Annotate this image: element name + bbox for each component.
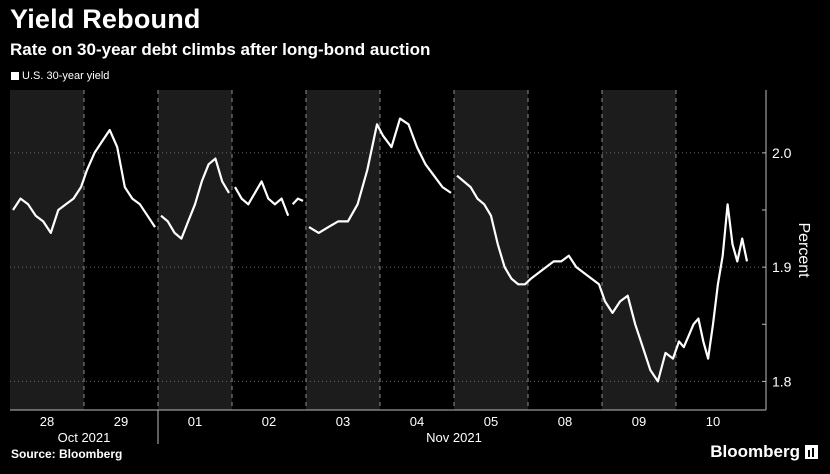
series-line-segment — [291, 197, 304, 206]
x-tick-label-02: 02 — [262, 414, 276, 429]
x-tick-label-29: 29 — [114, 414, 128, 429]
x-tick-label-08: 08 — [558, 414, 572, 429]
y-tick-label: 2.0 — [772, 145, 792, 161]
series-line-segment — [308, 117, 452, 234]
legend-swatch — [11, 72, 19, 80]
y-axis-title: Percent — [795, 222, 812, 278]
source-note: Source: Bloomberg — [11, 447, 123, 461]
y-tick-label: 1.9 — [772, 259, 792, 275]
month-label: Oct 2021 — [58, 430, 111, 445]
brand-logo: Bloomberg — [710, 442, 818, 462]
month-label: Nov 2021 — [426, 430, 482, 445]
legend: U.S. 30-year yield — [11, 70, 109, 82]
x-tick-label-04: 04 — [410, 414, 424, 429]
day-band-28 — [10, 90, 84, 410]
x-tick-label-05: 05 — [484, 414, 498, 429]
legend-label: U.S. 30-year yield — [22, 70, 110, 82]
chart-title: Yield Rebound — [10, 4, 201, 34]
x-tick-label-03: 03 — [336, 414, 350, 429]
y-tick-label: 1.8 — [772, 373, 792, 389]
day-band-05 — [454, 90, 528, 410]
series-line-segment — [160, 157, 230, 240]
brand-name: Bloomberg — [710, 442, 800, 461]
series-line-segment — [12, 128, 156, 234]
x-tick-label-09: 09 — [632, 414, 646, 429]
x-tick-label-28: 28 — [40, 414, 54, 429]
series-line-segment — [456, 174, 749, 383]
chart-subtitle: Rate on 30-year debt climbs after long-b… — [10, 40, 431, 59]
day-band-01 — [158, 90, 232, 410]
series-line-segment — [234, 180, 290, 217]
day-band-09 — [602, 90, 676, 410]
bloomberg-terminal-icon — [805, 445, 818, 459]
x-tick-label-01: 01 — [188, 414, 202, 429]
day-band-03 — [306, 90, 380, 410]
x-tick-label-10: 10 — [706, 414, 720, 429]
